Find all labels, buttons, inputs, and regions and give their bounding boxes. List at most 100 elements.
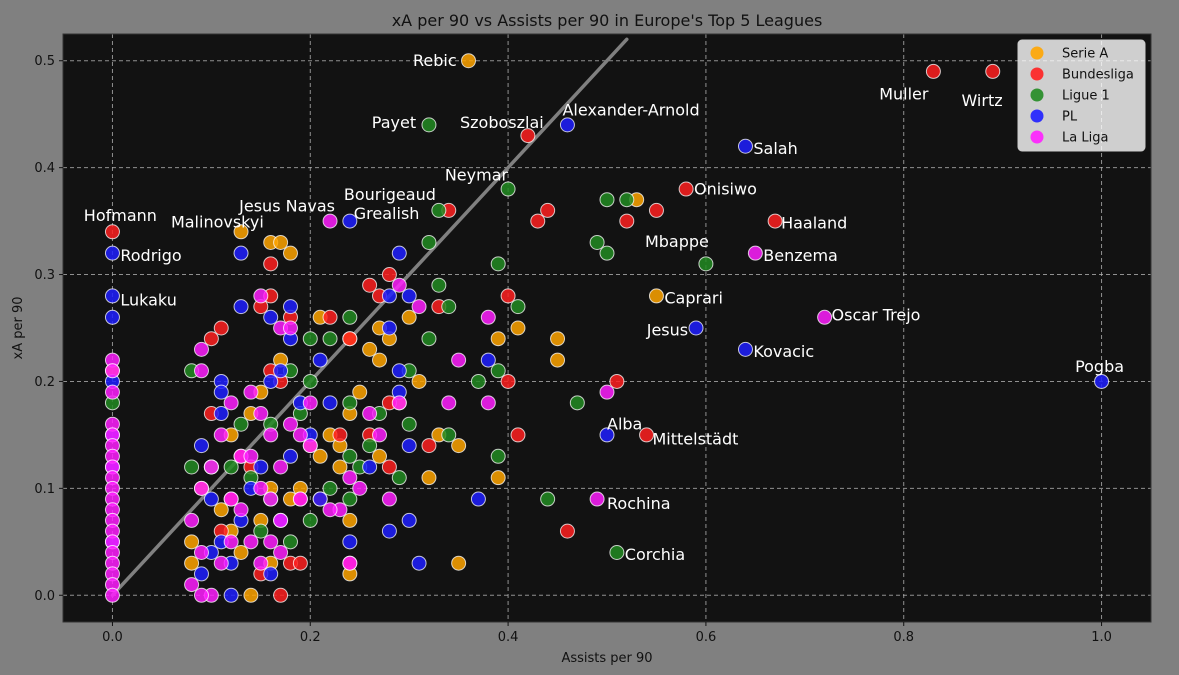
data-point: [381, 288, 397, 304]
data-point: [322, 480, 338, 496]
data-point: [381, 320, 397, 336]
data-point: [352, 480, 368, 496]
data-point: [431, 277, 447, 293]
data-point: [193, 341, 209, 357]
data-point: [372, 352, 388, 368]
data-point: [490, 448, 506, 464]
data-point: [421, 117, 437, 133]
data-point: [193, 545, 209, 561]
data-point: [342, 512, 358, 528]
data-point: [352, 384, 368, 400]
data-point: [253, 480, 269, 496]
data-point: [253, 523, 269, 539]
reference-line: [110, 37, 629, 598]
x-tick-label: 0.6: [696, 630, 717, 645]
data-point: [401, 288, 417, 304]
x-tick-label: 0.8: [893, 630, 914, 645]
data-point: [223, 534, 239, 550]
data-point: [104, 309, 120, 325]
data-point: [312, 448, 328, 464]
data-point: [520, 128, 536, 144]
data-point: [213, 406, 229, 422]
data-point: [253, 288, 269, 304]
reference-line-group: [110, 37, 629, 598]
player-label: Kovacic: [753, 342, 814, 361]
player-label: Lukaku: [120, 291, 176, 310]
data-point: [747, 245, 763, 261]
y-tick-label: 0.2: [34, 375, 55, 390]
data-point: [688, 320, 704, 336]
data-point: [223, 587, 239, 603]
legend-marker: [1030, 67, 1044, 81]
data-point: [233, 502, 249, 518]
data-point: [302, 438, 318, 454]
data-point: [104, 384, 120, 400]
data-point: [263, 491, 279, 507]
data-point: [273, 459, 289, 475]
data-point: [273, 234, 289, 250]
player-label: Caprari: [664, 289, 723, 308]
data-point: [263, 427, 279, 443]
legend-marker: [1030, 130, 1044, 144]
y-tick-label: 0.4: [34, 161, 55, 176]
data-point: [243, 587, 259, 603]
data-point: [401, 512, 417, 528]
player-label: Rodrigo: [120, 246, 181, 265]
data-point: [342, 534, 358, 550]
data-point: [451, 438, 467, 454]
data-point: [599, 192, 615, 208]
data-point: [312, 352, 328, 368]
data-point: [282, 320, 298, 336]
data-point: [104, 587, 120, 603]
data-point: [391, 363, 407, 379]
data-point: [263, 566, 279, 582]
data-point: [451, 555, 467, 571]
data-point: [599, 427, 615, 443]
player-label: Hofmann: [84, 206, 157, 225]
data-point: [302, 331, 318, 347]
data-point: [104, 224, 120, 240]
data-point: [362, 341, 378, 357]
data-point: [461, 53, 477, 69]
data-point: [500, 288, 516, 304]
data-point: [490, 470, 506, 486]
data-point: [431, 202, 447, 218]
data-point: [1094, 373, 1110, 389]
data-point: [292, 427, 308, 443]
data-point: [480, 395, 496, 411]
data-point: [391, 470, 407, 486]
data-point: [322, 502, 338, 518]
data-point: [193, 480, 209, 496]
data-point: [451, 352, 467, 368]
data-point: [322, 395, 338, 411]
data-point: [362, 459, 378, 475]
data-point: [213, 320, 229, 336]
data-point: [609, 545, 625, 561]
data-point: [441, 395, 457, 411]
data-point: [263, 256, 279, 272]
data-point: [648, 288, 664, 304]
data-point: [263, 373, 279, 389]
data-point: [282, 299, 298, 315]
data-point: [648, 202, 664, 218]
data-point: [203, 491, 219, 507]
data-point: [599, 245, 615, 261]
data-point: [421, 234, 437, 250]
data-point: [559, 117, 575, 133]
player-label: Rebic: [413, 51, 457, 70]
player-label: Mbappe: [645, 232, 709, 251]
legend-label: PL: [1062, 110, 1078, 125]
data-point: [470, 491, 486, 507]
data-point: [411, 555, 427, 571]
x-tick-label: 1.0: [1091, 630, 1112, 645]
y-tick-label: 0.1: [34, 482, 55, 497]
data-point: [233, 245, 249, 261]
data-point: [411, 299, 427, 315]
data-point: [500, 181, 516, 197]
data-point: [510, 299, 526, 315]
data-point: [213, 555, 229, 571]
player-label: Szoboszlai: [460, 113, 544, 132]
legend-label: Ligue 1: [1062, 89, 1110, 104]
data-point: [302, 395, 318, 411]
data-point: [678, 181, 694, 197]
